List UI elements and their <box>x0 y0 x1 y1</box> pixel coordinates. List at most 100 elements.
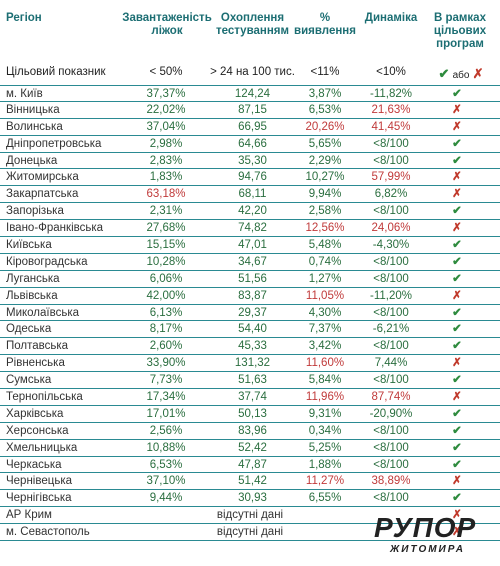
header-region: Регіон <box>6 12 42 24</box>
detection-value: 4,30% <box>308 306 342 319</box>
beds-value: 2,56% <box>149 424 183 437</box>
check-icon: ✔ <box>452 441 462 454</box>
beds-value: 42,00% <box>146 289 186 302</box>
check-icon: ✔ <box>452 154 462 167</box>
table-row: Миколаївська 6,13% 29,37 4,30% <8/100 ✔ <box>0 305 500 322</box>
check-icon: ✔ <box>452 137 462 150</box>
header-detection: % виявлення <box>294 12 356 37</box>
dynamics-value: 7,44% <box>374 357 408 370</box>
detection-value: 1,27% <box>308 272 342 285</box>
testing-value: 66,95 <box>238 120 267 133</box>
table-row: Тернопільська 17,34% 37,74 11,96% 87,74% ✗ <box>0 389 500 406</box>
detection-value: 1,88% <box>308 458 342 471</box>
testing-value: 94,76 <box>238 171 267 184</box>
detection-value: 11,05% <box>305 289 345 302</box>
dynamics-value: <8/100 <box>373 492 409 505</box>
dynamics-value: <8/100 <box>373 441 409 454</box>
dynamics-value: <8/100 <box>373 374 409 387</box>
table-body: м. Київ 37,37% 124,24 3,87% -11,82% ✔ Вінницьк… <box>0 85 500 542</box>
beds-value: 2,83% <box>149 154 183 167</box>
check-icon: ✔ <box>452 458 462 471</box>
region-name: м. Київ <box>6 88 43 100</box>
region-name: Дніпропетровська <box>6 137 102 150</box>
detection-value: 10,27% <box>305 171 345 184</box>
detection-value: 2,29% <box>308 154 342 167</box>
region-name: Чернігівська <box>6 492 72 505</box>
testing-value: 131,32 <box>234 357 271 370</box>
region-name: Черкаська <box>6 458 62 471</box>
target-programs: ✔ або ✗ <box>425 66 497 82</box>
detection-value: 5,48% <box>308 239 342 252</box>
table-row: Донецька 2,83% 35,30 2,29% <8/100 ✔ <box>0 153 500 170</box>
detection-value: 6,53% <box>308 103 342 116</box>
region-name: Луганська <box>6 272 60 285</box>
table-row: Кіровоградська 10,28% 34,67 0,74% <8/100 ✔ <box>0 254 500 271</box>
check-icon: ✔ <box>452 340 462 353</box>
detection-value: 3,42% <box>308 340 342 353</box>
detection-value: 5,25% <box>308 441 342 454</box>
header-dynamics: Динаміка <box>364 12 418 24</box>
testing-value: 45,33 <box>238 340 267 353</box>
beds-value: 6,13% <box>149 306 183 319</box>
cross-icon: ✗ <box>452 357 462 370</box>
check-icon: ✔ <box>452 272 462 285</box>
table-row: Житомирська 1,83% 94,76 10,27% 57,99% ✗ <box>0 169 500 187</box>
dynamics-value: <8/100 <box>373 255 409 268</box>
cross-icon: ✗ <box>452 509 462 522</box>
beds-value: 10,88% <box>146 441 186 454</box>
cross-icon: ✗ <box>452 475 462 488</box>
region-name: м. Севастополь <box>6 526 90 539</box>
cross-icon: ✗ <box>452 120 462 133</box>
table-row-missing: АР Крим відсутні дані ✗ <box>0 507 500 525</box>
detection-value: 3,87% <box>308 88 342 100</box>
check-icon: ✔ <box>452 323 462 336</box>
header-testing: Охоплення тестуванням <box>215 12 289 37</box>
table-row: Луганська 6,06% 51,56 1,27% <8/100 ✔ <box>0 271 500 288</box>
dynamics-value: 24,06% <box>371 222 411 235</box>
beds-value: 8,17% <box>149 323 183 336</box>
cross-icon: ✗ <box>452 171 462 184</box>
beds-value: 9,44% <box>149 492 183 505</box>
cross-icon: ✗ <box>452 391 462 404</box>
table-row: Харківська 17,01% 50,13 9,31% -20,90% ✔ <box>0 406 500 423</box>
cross-icon: ✗ <box>472 66 484 81</box>
testing-value: 83,87 <box>238 289 267 302</box>
testing-value: 52,42 <box>238 441 267 454</box>
table-row: Чернівецька 37,10% 51,42 11,27% 38,89% ✗ <box>0 473 500 491</box>
beds-value: 6,06% <box>149 272 183 285</box>
check-icon: ✔ <box>452 407 462 420</box>
region-name: Кіровоградська <box>6 255 88 268</box>
header-programs: В рамках цільових програм <box>433 12 487 50</box>
dynamics-value: 87,74% <box>371 391 411 404</box>
dynamics-value: -4,30% <box>372 239 410 252</box>
dynamics-value: <8/100 <box>373 272 409 285</box>
check-icon: ✔ <box>452 255 462 268</box>
testing-value: 83,96 <box>238 424 267 437</box>
table-row: Одеська 8,17% 54,40 7,37% -6,21% ✔ <box>0 321 500 339</box>
check-icon: ✔ <box>452 374 462 387</box>
dynamics-value: 38,89% <box>371 475 411 488</box>
table-row: Вінницька 22,02% 87,15 6,53% 21,63% ✗ <box>0 102 500 119</box>
region-name: Волинська <box>6 120 63 133</box>
dynamics-value: <8/100 <box>373 306 409 319</box>
region-name: Сумська <box>6 374 52 387</box>
region-name: Івано-Франківська <box>6 222 104 235</box>
dynamics-value: <8/100 <box>373 424 409 437</box>
beds-value: 2,60% <box>149 340 183 353</box>
testing-value: 68,11 <box>238 188 267 201</box>
dynamics-value: 41,45% <box>371 120 411 133</box>
beds-value: 37,37% <box>146 88 186 100</box>
testing-value: 124,24 <box>234 88 271 100</box>
table-row: Львівська 42,00% 83,87 11,05% -11,20% ✗ <box>0 288 500 305</box>
beds-value: 6,53% <box>149 458 183 471</box>
table-row: Волинська 37,04% 66,95 20,26% 41,45% ✗ <box>0 119 500 136</box>
beds-value: 63,18% <box>146 188 186 201</box>
region-name: Миколаївська <box>6 306 80 319</box>
cross-icon: ✗ <box>452 289 462 302</box>
testing-value: 47,87 <box>238 458 267 471</box>
testing-value: 37,74 <box>238 391 267 404</box>
dynamics-value: 57,99% <box>371 171 411 184</box>
cross-icon: ✗ <box>452 222 462 235</box>
table-row: Рівненська 33,90% 131,32 11,60% 7,44% ✗ <box>0 355 500 373</box>
check-icon: ✔ <box>452 306 462 319</box>
